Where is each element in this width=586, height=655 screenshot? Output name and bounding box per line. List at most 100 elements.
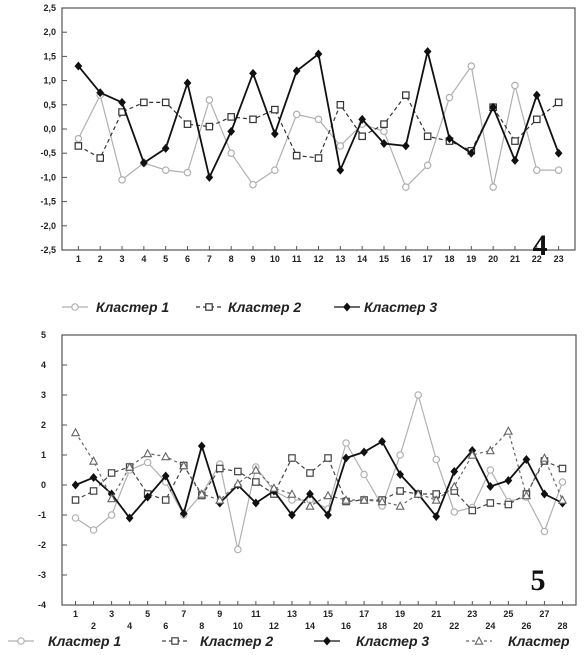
y-tick-label: 1 [41, 450, 46, 460]
panel-label: 5 [531, 564, 546, 597]
series-2-point [216, 464, 224, 473]
x-tick-label: 26 [521, 621, 531, 631]
series-1-point [74, 134, 83, 143]
series-4-point [143, 448, 153, 458]
series-3-point [306, 489, 314, 499]
series-4-point [106, 493, 117, 503]
series-2-point [249, 115, 257, 124]
series-1-point [558, 478, 567, 486]
series-3-point [288, 510, 296, 520]
y-tick-label: 4 [41, 360, 46, 370]
series-1-point [445, 93, 454, 102]
x-tick-label: 8 [199, 621, 204, 631]
series-3-point [486, 482, 495, 491]
y-tick-label: 1,5 [43, 51, 56, 61]
y-tick-label: 2 [41, 420, 46, 430]
series-3-point [380, 139, 388, 148]
y-tick-label: -4 [38, 600, 46, 610]
legend-marker [343, 302, 351, 312]
x-tick-label: 5 [145, 609, 150, 619]
x-tick-label: 15 [323, 609, 333, 619]
series-1-point [532, 166, 541, 174]
series-3-point [125, 513, 134, 523]
x-tick-label: 19 [466, 254, 476, 264]
series-2-point [511, 137, 519, 145]
legend-marker [474, 636, 484, 645]
series-1-point [118, 176, 126, 184]
series-3-point [489, 102, 497, 112]
chart-5: 543210-1-2-3-412345678910111213141516171… [8, 330, 577, 649]
series-3-point [161, 471, 170, 481]
series-1-point [342, 439, 350, 447]
series-4-point [125, 462, 135, 471]
series-2-point [288, 454, 296, 462]
x-tick-label: 12 [269, 621, 279, 631]
x-tick-label: 2 [98, 254, 103, 264]
series-1-point [249, 180, 257, 189]
series-3-point [324, 510, 332, 520]
series-3-point [378, 437, 386, 446]
x-tick-label: 17 [423, 254, 433, 264]
series-4-point [395, 501, 405, 510]
plot-frame [61, 334, 577, 606]
x-tick-label: 22 [449, 621, 459, 631]
series-1-point [227, 149, 235, 158]
series-1-point [288, 496, 296, 504]
series-4-point [269, 483, 279, 492]
series-1-point [402, 183, 410, 191]
series-1-point [467, 62, 476, 70]
series-4-point [341, 495, 351, 504]
series-4-point [233, 478, 243, 488]
series-2-point [252, 478, 260, 486]
x-tick-label: 25 [503, 609, 513, 619]
series-4-point [161, 451, 171, 461]
x-tick-label: 6 [185, 254, 190, 264]
series-4-point [305, 501, 315, 510]
series-1-point [360, 470, 368, 479]
series-4-point [88, 456, 99, 465]
series-3-point [360, 447, 368, 457]
series-4-point [431, 495, 441, 504]
series-2-point [96, 154, 105, 162]
series-2-point [107, 469, 116, 477]
series-1-point [314, 115, 323, 124]
series-4-point [377, 496, 387, 506]
series-3-point [143, 492, 152, 502]
series-3-point [432, 512, 441, 521]
series-line-1 [77, 64, 559, 189]
series-4-point [557, 495, 568, 504]
x-tick-label: 17 [359, 609, 369, 619]
series-1-point [450, 508, 459, 516]
series-3-point [197, 441, 206, 451]
series-3-point [118, 97, 126, 107]
series-3-point [161, 143, 170, 153]
series-1-point [414, 391, 422, 399]
series-4-point [521, 490, 532, 500]
series-2-point [161, 98, 170, 107]
series-4-point [197, 489, 207, 498]
series-1-point [336, 142, 345, 150]
x-tick-label: 28 [557, 621, 567, 631]
series-2-point [71, 496, 80, 504]
series-1-point [380, 127, 388, 136]
series-2-point [468, 506, 477, 515]
series-3-point [554, 148, 563, 158]
series-2-point [314, 154, 323, 162]
series-4-point [215, 495, 225, 504]
series-1-point [540, 527, 549, 536]
x-tick-label: 13 [287, 609, 297, 619]
series-4-point [287, 489, 297, 498]
x-tick-label: 7 [207, 254, 212, 264]
x-tick-label: 24 [485, 621, 495, 631]
series-1-point [271, 166, 279, 174]
series-2-point [234, 467, 242, 476]
series-1-point [161, 166, 170, 174]
series-4-point [413, 489, 423, 498]
series-3-point [270, 129, 279, 139]
series-2-point [423, 132, 432, 141]
series-3-point [252, 498, 260, 508]
series-1-point [71, 514, 80, 522]
series-1-point [205, 96, 214, 104]
x-tick-label: 27 [539, 609, 549, 619]
